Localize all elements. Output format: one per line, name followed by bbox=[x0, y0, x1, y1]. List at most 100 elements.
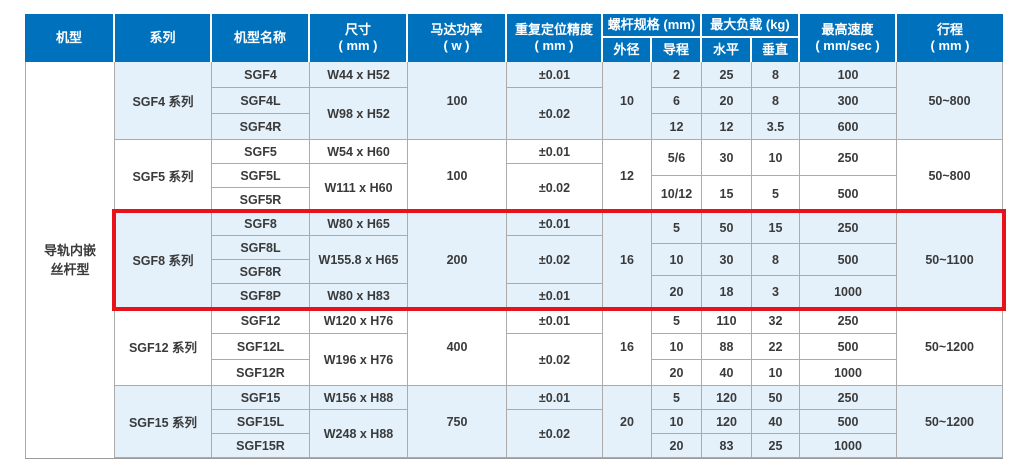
model-cell: SGF4 bbox=[212, 62, 310, 88]
vertical-cell: 10 bbox=[752, 360, 800, 386]
model-cell: SGF4R bbox=[212, 114, 310, 140]
series-cell: SGF8 系列 bbox=[115, 212, 212, 308]
speed-cell: 1000 bbox=[800, 434, 897, 458]
lead-cell: 10 bbox=[652, 334, 702, 360]
model-cell: SGF12L bbox=[212, 334, 310, 360]
stroke-cell: 50~800 bbox=[897, 62, 1003, 140]
lead-cell: 6 bbox=[652, 88, 702, 114]
header-series: 系列 bbox=[115, 14, 212, 62]
model-cell: SGF8L bbox=[212, 236, 310, 260]
header-label: 螺杆规格 (mm) bbox=[607, 17, 696, 33]
precision-cell: ±0.02 bbox=[507, 410, 603, 458]
vertical-cell: 15 bbox=[752, 212, 800, 244]
vertical-cell: 10 bbox=[752, 140, 800, 176]
screw-od-cell: 12 bbox=[603, 140, 652, 212]
spec-table: 机型 系列 机型名称 尺寸 ( mm ) 马达功率 ( w ) 重复定位精度 (… bbox=[25, 14, 1006, 459]
horizontal-cell: 83 bbox=[702, 434, 752, 458]
lead-cell: 5 bbox=[652, 386, 702, 410]
horizontal-cell: 30 bbox=[702, 244, 752, 276]
speed-cell: 250 bbox=[800, 386, 897, 410]
lead-cell: 5 bbox=[652, 212, 702, 244]
machine-type-line2: 丝杆型 bbox=[50, 262, 90, 277]
lead-cell: 5/6 bbox=[652, 140, 702, 176]
vertical-cell: 3.5 bbox=[752, 114, 800, 140]
speed-cell: 1000 bbox=[800, 276, 897, 308]
lead-cell: 20 bbox=[652, 276, 702, 308]
horizontal-cell: 110 bbox=[702, 308, 752, 334]
motor-power-cell: 100 bbox=[408, 62, 507, 140]
motor-power-cell: 200 bbox=[408, 212, 507, 308]
lead-cell: 20 bbox=[652, 360, 702, 386]
vertical-cell: 8 bbox=[752, 244, 800, 276]
series-block: SGF15 系列 SGF15 SGF15L SGF15R W156 x H88 W248 … bbox=[115, 386, 1003, 458]
header-screw-lead: 导程 bbox=[652, 38, 702, 62]
precision-cell: ±0.02 bbox=[507, 334, 603, 386]
vertical-cell: 8 bbox=[752, 62, 800, 88]
precision-cell: ±0.01 bbox=[507, 140, 603, 164]
header-max-load-group: 最大负载 (kg) bbox=[702, 14, 800, 38]
screw-od-cell: 16 bbox=[603, 212, 652, 308]
horizontal-cell: 12 bbox=[702, 114, 752, 140]
header-label: 机型 bbox=[55, 30, 82, 46]
model-cell: SGF5R bbox=[212, 188, 310, 212]
dimension-cell: W120 x H76 bbox=[310, 308, 408, 334]
dimension-cell: W54 x H60 bbox=[310, 140, 408, 164]
header-label: 尺寸 bbox=[344, 22, 371, 38]
dimension-cell: W156 x H88 bbox=[310, 386, 408, 410]
series-block: SGF5 系列 SGF5 SGF5L SGF5R W54 x H60 W111 x H60… bbox=[115, 140, 1003, 212]
header-dimensions: 尺寸 ( mm ) bbox=[310, 14, 408, 62]
series-cell: SGF12 系列 bbox=[115, 308, 212, 386]
table-body: 导轨内嵌 丝杆型 SGF4 系列 SGF4 SGF4L SGF4R W44 x H52 W… bbox=[25, 62, 1006, 459]
vertical-cell: 3 bbox=[752, 276, 800, 308]
model-cell: SGF15L bbox=[212, 410, 310, 434]
horizontal-cell: 18 bbox=[702, 276, 752, 308]
horizontal-cell: 120 bbox=[702, 410, 752, 434]
header-label: 最大负载 (kg) bbox=[710, 17, 790, 33]
series-block: SGF4 系列 SGF4 SGF4L SGF4R W44 x H52 W98 x H52 1… bbox=[115, 62, 1003, 140]
dimension-cell: W80 x H65 bbox=[310, 212, 408, 236]
header-max-speed: 最高速度 ( mm/sec ) bbox=[800, 14, 897, 62]
header-label: 外径 bbox=[613, 42, 640, 58]
header-load-horizontal: 水平 bbox=[702, 38, 752, 62]
header-motor-power: 马达功率 ( w ) bbox=[408, 14, 507, 62]
horizontal-cell: 25 bbox=[702, 62, 752, 88]
series-block: SGF12 系列 SGF12 SGF12L SGF12R W120 x H76 W196 … bbox=[115, 308, 1003, 386]
header-label: 行程 bbox=[936, 22, 963, 38]
horizontal-cell: 20 bbox=[702, 88, 752, 114]
precision-cell: ±0.01 bbox=[507, 62, 603, 88]
lead-cell: 12 bbox=[652, 114, 702, 140]
vertical-cell: 40 bbox=[752, 410, 800, 434]
speed-cell: 250 bbox=[800, 308, 897, 334]
vertical-cell: 8 bbox=[752, 88, 800, 114]
header-unit: ( mm ) bbox=[930, 38, 970, 53]
header-label: 水平 bbox=[712, 42, 739, 58]
screw-od-cell: 20 bbox=[603, 386, 652, 458]
header-label: 机型名称 bbox=[233, 30, 286, 46]
header-label: 马达功率 bbox=[430, 22, 483, 38]
header-label: 最高速度 bbox=[821, 22, 874, 38]
dimension-cell: W111 x H60 bbox=[310, 164, 408, 212]
lead-cell: 2 bbox=[652, 62, 702, 88]
precision-cell: ±0.01 bbox=[507, 386, 603, 410]
horizontal-cell: 40 bbox=[702, 360, 752, 386]
machine-type-line1: 导轨内嵌 bbox=[43, 242, 96, 258]
vertical-cell: 25 bbox=[752, 434, 800, 458]
precision-cell: ±0.02 bbox=[507, 88, 603, 140]
header-unit: ( w ) bbox=[443, 38, 470, 53]
header-machine-type: 机型 bbox=[25, 14, 115, 62]
screw-od-cell: 16 bbox=[603, 308, 652, 386]
dimension-cell: W80 x H83 bbox=[310, 284, 408, 308]
speed-cell: 600 bbox=[800, 114, 897, 140]
model-cell: SGF4L bbox=[212, 88, 310, 114]
model-cell: SGF5L bbox=[212, 164, 310, 188]
header-model-name: 机型名称 bbox=[212, 14, 310, 62]
vertical-cell: 22 bbox=[752, 334, 800, 360]
series-cell: SGF4 系列 bbox=[115, 62, 212, 140]
stroke-cell: 50~1200 bbox=[897, 386, 1003, 458]
dimension-cell: W98 x H52 bbox=[310, 88, 408, 140]
lead-cell: 10 bbox=[652, 244, 702, 276]
horizontal-cell: 15 bbox=[702, 176, 752, 212]
precision-cell: ±0.01 bbox=[507, 308, 603, 334]
screw-od-cell: 10 bbox=[603, 62, 652, 140]
